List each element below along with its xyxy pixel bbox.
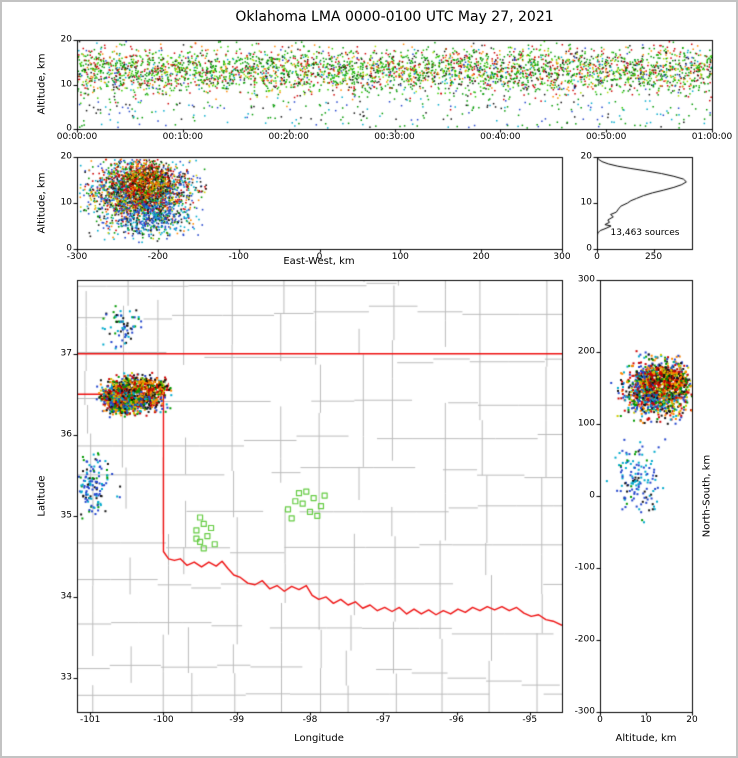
tick-label: -96 <box>449 715 464 725</box>
tick-label: 0 <box>316 252 323 262</box>
tick-label: -100 <box>228 252 249 262</box>
axis-label-latitude: Latitude <box>36 475 48 517</box>
tick-label: 00:40:00 <box>480 132 521 142</box>
tick-label: -100 <box>574 562 595 573</box>
tick-label: 300 <box>553 252 571 262</box>
tick-label: 20 <box>60 151 72 162</box>
tick-label: 0 <box>589 490 595 501</box>
tick-label: 10 <box>60 79 72 89</box>
tick-label: 100 <box>391 252 409 262</box>
tick-label: 0 <box>594 252 600 262</box>
tick-label: -300 <box>66 252 88 262</box>
chart-title: Oklahoma LMA 0000-0100 UTC May 27, 2021 <box>235 9 554 25</box>
tick-label: 0 <box>597 715 603 725</box>
axis-label-altitude-bottom: Altitude, km <box>615 733 677 744</box>
tick-label: -101 <box>79 715 101 725</box>
tick-label: -97 <box>375 715 391 725</box>
tick-label: 100 <box>577 418 595 429</box>
tick-label: 10 <box>640 715 652 725</box>
tick-label: 20 <box>580 151 592 162</box>
tick-label: 200 <box>577 346 595 357</box>
tick-label: 20 <box>60 34 72 45</box>
tick-label: -200 <box>147 252 169 262</box>
tick-label: -99 <box>229 715 245 725</box>
tick-label: -200 <box>574 634 595 645</box>
tick-label: 10 <box>580 197 592 208</box>
tick-label: -95 <box>522 715 538 725</box>
tick-label: 300 <box>577 274 595 285</box>
tick-label: 34 <box>60 591 72 602</box>
axis-label-altitude-top: Altitude, km <box>36 53 48 115</box>
tick-label: -100 <box>153 715 174 725</box>
axis-label-east-west: East-West, km <box>283 256 355 267</box>
tick-label: 0 <box>66 123 72 134</box>
tick-label: 33 <box>60 672 72 683</box>
tick-label: 20 <box>686 715 698 725</box>
axis-label-north-south: North-South, km <box>701 454 713 538</box>
tick-label: 0 <box>66 243 72 254</box>
tick-label: 37 <box>60 348 72 359</box>
tick-label: 01:00:00 <box>691 132 733 142</box>
tick-label: 35 <box>60 510 72 521</box>
tick-label: 250 <box>644 252 663 262</box>
tick-label: -98 <box>302 715 318 725</box>
tick-label: 200 <box>472 252 490 262</box>
sources-count-annotation: 13,463 sources <box>610 228 680 238</box>
tick-label: 00:10:00 <box>162 132 204 142</box>
tick-label: -300 <box>574 706 595 717</box>
axis-label-longitude: Longitude <box>294 733 344 744</box>
axis-label-altitude-mid: Altitude, km <box>36 172 48 234</box>
tick-label: 10 <box>60 197 72 208</box>
tick-label: 00:20:00 <box>268 132 309 142</box>
tick-label: 36 <box>60 429 72 440</box>
tick-label: 00:50:00 <box>585 132 627 142</box>
tick-label: 00:30:00 <box>374 132 415 142</box>
tick-label: 0 <box>586 243 592 254</box>
tick-label: 00:00:00 <box>56 132 98 142</box>
